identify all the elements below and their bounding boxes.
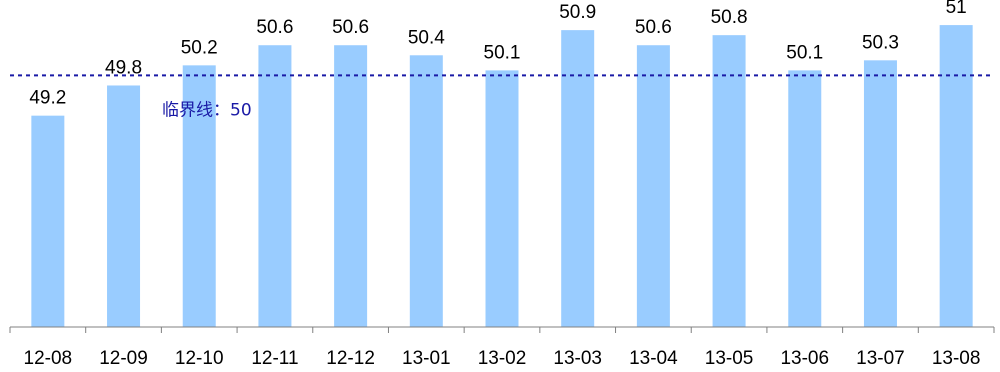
threshold-layer: 临界线：50 (10, 74, 994, 120)
data-label: 50.6 (256, 17, 293, 38)
threshold-label: 临界线：50 (162, 100, 252, 120)
data-label: 50.9 (559, 2, 596, 23)
x-tick-label: 13-07 (856, 348, 905, 369)
data-label: 50.6 (635, 17, 672, 38)
data-label: 50.3 (862, 32, 899, 53)
data-label: 50.4 (408, 27, 445, 48)
bar (939, 25, 973, 327)
x-tick-label: 13-08 (932, 348, 981, 369)
x-tick-label: 13-02 (478, 348, 527, 369)
data-label: 51 (946, 0, 967, 18)
bar (712, 35, 746, 328)
x-tick-label: 12-09 (99, 348, 148, 369)
data-label: 50.6 (332, 17, 369, 38)
x-tick-label: 12-12 (326, 348, 375, 369)
bar (409, 55, 443, 328)
data-label: 50.1 (786, 42, 823, 63)
bar (788, 70, 822, 327)
bar (107, 85, 141, 327)
bar (31, 115, 65, 328)
bar (334, 45, 368, 327)
x-axis (9, 326, 995, 333)
bar (863, 60, 897, 328)
x-tick-label: 13-04 (629, 348, 678, 369)
data-label: 50.1 (484, 42, 521, 63)
x-tick-label: 12-10 (175, 348, 224, 369)
bar (485, 70, 519, 327)
bar (636, 45, 670, 327)
x-tick-label: 13-06 (780, 348, 829, 369)
bars-layer (31, 25, 973, 328)
data-label: 50.2 (181, 37, 218, 58)
x-tick-label: 12-08 (24, 348, 73, 369)
data-label: 50.8 (711, 7, 748, 28)
value-labels-layer: 49.2 49.8 50.2 50.6 50.6 50.4 50.1 50.9 50.6 50.8… (29, 0, 966, 109)
x-tick-labels-layer: 12-08 12-09 12-10 12-11 12-12 13-01 13-02 13-03… (24, 348, 981, 369)
bar (182, 65, 216, 327)
bar (561, 30, 595, 327)
x-tick-label: 13-01 (402, 348, 451, 369)
x-tick-label: 13-03 (553, 348, 602, 369)
data-label: 49.8 (105, 57, 142, 78)
data-label: 49.2 (29, 88, 66, 109)
x-tick-label: 13-05 (705, 348, 754, 369)
x-tick-label: 12-11 (251, 348, 298, 369)
bar (258, 45, 292, 327)
